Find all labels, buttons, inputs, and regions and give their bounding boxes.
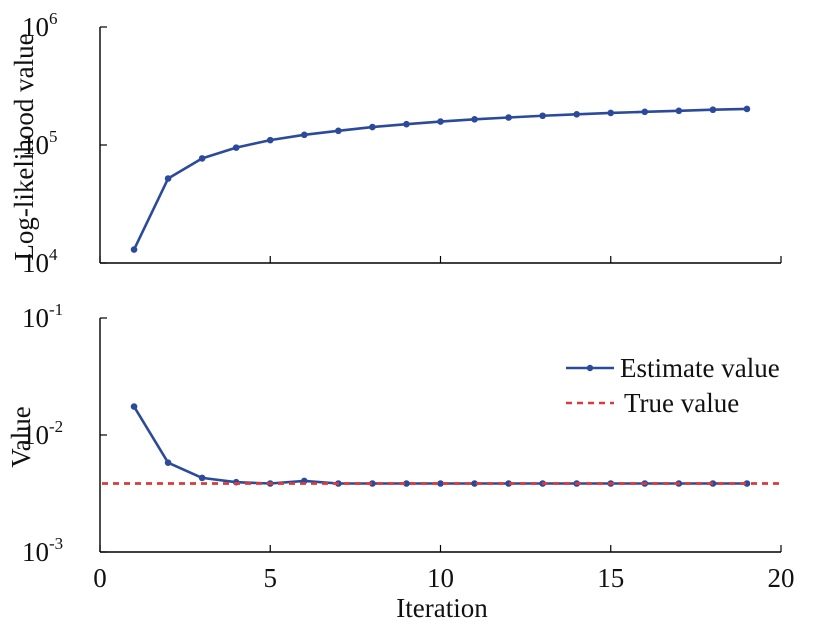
legend-estimate-label: Estimate value <box>620 353 780 383</box>
value-data-point <box>743 480 751 487</box>
loglik-y-axis-title: Log-likelihood value <box>9 33 39 260</box>
value-y-tick-label: 10-2 <box>22 417 63 450</box>
loglik-y-tick-exponent: 6 <box>49 9 58 28</box>
value-y-tick-exponent: -2 <box>49 417 63 436</box>
value-data-point <box>198 474 206 482</box>
loglik-data-point <box>301 131 308 139</box>
loglik-series <box>130 105 751 253</box>
value-data-point <box>164 459 172 466</box>
value-x-ticks: 0 5 10 15 20 <box>93 545 795 593</box>
loglik-data-point <box>369 123 376 131</box>
value-series <box>102 403 781 487</box>
value-data-point <box>437 480 444 487</box>
value-panel: 0 5 10 15 20 10-3 10-2 10-1 Value Iteration Es… <box>6 300 795 623</box>
loglik-x-ticks <box>99 256 782 263</box>
loglik-data-point <box>232 144 240 151</box>
value-x-axis-title: Iteration <box>396 593 488 623</box>
value-data-point <box>471 480 478 487</box>
value-y-axis-title: Value <box>6 406 36 467</box>
loglik-data-point <box>505 114 512 121</box>
value-x-tick-label: 20 <box>768 563 795 593</box>
loglik-data-point <box>403 120 410 128</box>
legend-estimate-marker <box>586 364 594 372</box>
loglik-data-point <box>641 108 649 116</box>
value-data-point <box>369 480 376 487</box>
value-x-tick-label: 0 <box>93 563 107 593</box>
loglik-data-point <box>675 107 683 115</box>
value-y-ticks: 10-3 10-2 10-1 <box>22 300 107 567</box>
value-data-point <box>505 480 512 487</box>
value-y-tick-label: 10-3 <box>22 534 63 567</box>
value-data-point <box>403 480 410 487</box>
loglik-data-point <box>164 175 172 182</box>
value-series-line <box>132 405 747 485</box>
value-x-tick-label: 10 <box>427 563 454 593</box>
loglik-data-point <box>335 127 342 135</box>
value-y-tick-exponent: -3 <box>49 534 63 553</box>
legend-true-label: True value <box>624 388 739 418</box>
loglik-data-point <box>607 109 615 117</box>
loglik-data-point <box>743 105 751 113</box>
value-x-tick-label: 5 <box>264 563 278 593</box>
value-data-point <box>130 403 138 410</box>
loglik-data-point <box>471 116 478 123</box>
loglik-data-point <box>573 111 580 118</box>
loglik-y-tick-exponent: 5 <box>49 127 58 146</box>
loglik-data-point <box>539 112 546 120</box>
loglik-y-tick-exponent: 4 <box>49 245 58 264</box>
legend: Estimate value True value <box>566 353 780 418</box>
value-y-tick-exponent: -1 <box>49 300 63 319</box>
loglik-data-point <box>709 106 717 114</box>
value-x-tick-label: 15 <box>597 563 624 593</box>
value-y-tick-label: 10-1 <box>22 300 63 333</box>
loglik-data-point <box>266 136 274 144</box>
loglik-series-line <box>132 107 747 251</box>
loglik-data-point <box>437 118 444 125</box>
loglik-data-point <box>130 246 138 253</box>
loglik-data-point <box>198 155 206 162</box>
